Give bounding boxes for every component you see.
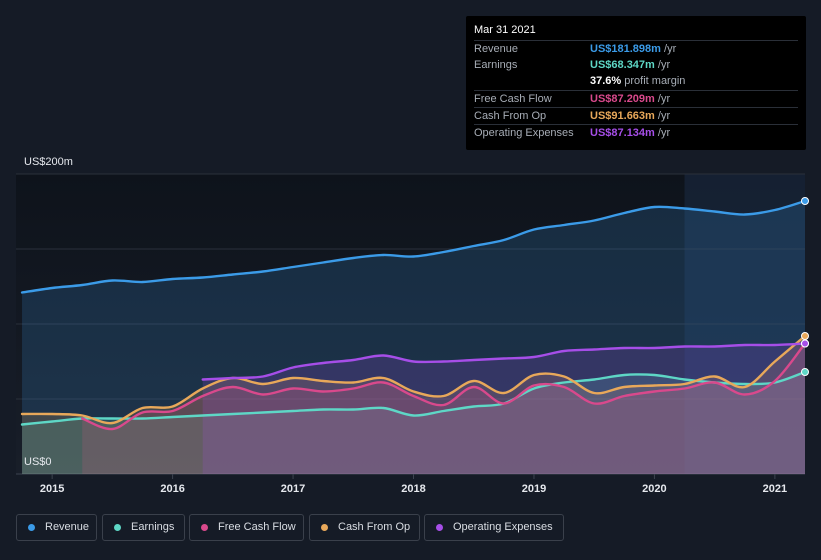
tooltip-row-margin: 37.6% profit margin: [474, 73, 798, 89]
legend-label: Cash From Op: [338, 521, 411, 533]
legend-label: Free Cash Flow: [218, 521, 296, 533]
tooltip-row-earnings: Earnings US$68.347m /yr: [474, 57, 798, 73]
line-cash-from-op: [20, 334, 807, 425]
area-revenue: [22, 201, 806, 474]
tooltip: Mar 31 2021 Revenue US$181.898m /yr Earn…: [466, 16, 806, 150]
legend-item-cash-from-op[interactable]: Cash From Op: [309, 514, 420, 541]
tooltip-value: US$87.134m: [590, 127, 655, 139]
y-axis-top-label: US$200m: [24, 156, 73, 168]
legend-dot-icon: [114, 524, 121, 531]
legend-item-earnings[interactable]: Earnings: [102, 514, 185, 541]
y-axis-bottom-label: US$0: [24, 456, 52, 468]
tooltip-value: US$68.347m: [590, 59, 655, 71]
legend-item-operating-expenses[interactable]: Operating Expenses: [424, 514, 564, 541]
series-end-dots: [801, 197, 809, 376]
legend-dot-icon: [321, 524, 328, 531]
tooltip-unit: /yr: [657, 127, 671, 139]
x-tick-label: 2016: [160, 483, 184, 495]
area-free-cash-flow: [82, 343, 806, 474]
legend-item-revenue[interactable]: Revenue: [16, 514, 97, 541]
tooltip-value: US$91.663m: [590, 110, 655, 122]
x-axis: 2015 2016 2017 2018 2019 2020 2021: [40, 474, 787, 495]
area-earnings: [22, 372, 806, 474]
tooltip-unit: /yr: [657, 93, 671, 105]
tooltip-label: Operating Expenses: [474, 127, 574, 139]
tooltip-date: Mar 31 2021: [474, 24, 536, 36]
series-lines: [20, 199, 807, 431]
legend-label: Operating Expenses: [453, 521, 553, 533]
tooltip-unit: /yr: [657, 110, 671, 122]
tooltip-label: Cash From Op: [474, 110, 547, 122]
line-revenue: [20, 199, 807, 294]
line-free-cash-flow: [81, 342, 807, 431]
tooltip-row-revenue: Revenue US$181.898m /yr: [474, 40, 798, 57]
tooltip-unit: /yr: [664, 43, 677, 55]
legend-label: Earnings: [131, 521, 175, 533]
legend-dot-icon: [201, 524, 208, 531]
tooltip-row-fcf: Free Cash Flow US$87.209m /yr: [474, 90, 798, 107]
x-tick-label: 2015: [40, 483, 64, 495]
x-tick-label: 2017: [281, 483, 305, 495]
x-tick-label: 2020: [642, 483, 666, 495]
end-point-revenue: [801, 197, 809, 205]
end-point-earnings: [801, 368, 809, 376]
line-operating-expenses: [201, 342, 807, 381]
end-point-cash-from-op: [801, 332, 809, 340]
tooltip-unit: /yr: [657, 59, 671, 71]
legend-dot-icon: [28, 524, 35, 531]
tooltip-unit: profit margin: [624, 75, 686, 87]
area-cash-from-op: [22, 336, 806, 474]
tooltip-label: Earnings: [474, 59, 518, 71]
tooltip-row-opex: Operating Expenses US$87.134m /yr: [474, 124, 798, 141]
legend-label: Revenue: [45, 521, 90, 533]
x-tick-label: 2021: [763, 483, 787, 495]
legend-item-free-cash-flow[interactable]: Free Cash Flow: [189, 514, 304, 541]
tooltip-value: 37.6%: [590, 75, 622, 87]
gridlines: [16, 173, 805, 475]
tooltip-row-cfo: Cash From Op US$91.663m /yr: [474, 107, 798, 124]
x-tick-label: 2018: [401, 483, 425, 495]
tooltip-value: US$87.209m: [590, 93, 655, 105]
legend-dot-icon: [436, 524, 443, 531]
tooltip-label: Revenue: [474, 43, 519, 55]
tooltip-value: US$181.898m: [590, 43, 661, 55]
line-earnings: [20, 370, 807, 426]
end-point-operating-expenses: [801, 339, 809, 348]
x-tick-label: 2019: [522, 483, 546, 495]
tooltip-label: Free Cash Flow: [474, 93, 552, 105]
